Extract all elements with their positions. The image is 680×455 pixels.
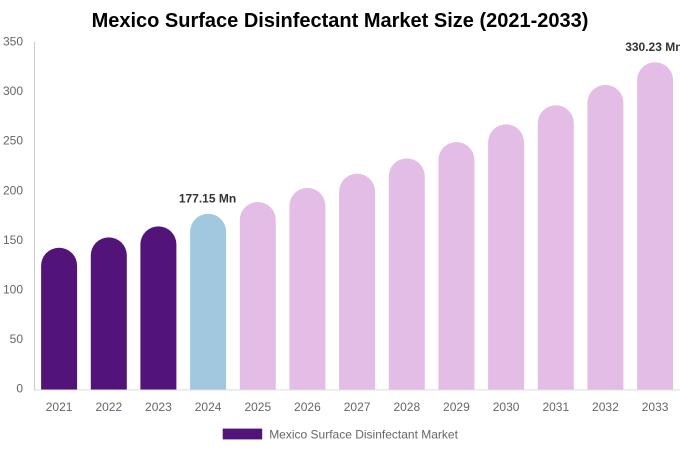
svg-text:2033: 2033: [642, 400, 669, 414]
svg-text:2022: 2022: [95, 400, 122, 414]
svg-text:2028: 2028: [393, 400, 420, 414]
svg-text:0: 0: [16, 382, 23, 396]
svg-text:2025: 2025: [244, 400, 271, 414]
svg-text:2031: 2031: [542, 400, 569, 414]
svg-text:200: 200: [3, 183, 23, 197]
svg-text:Mexico Surface Disinfectant Ma: Mexico Surface Disinfectant Market: [269, 427, 458, 441]
svg-text:2029: 2029: [443, 400, 470, 414]
svg-text:2023: 2023: [145, 400, 172, 414]
svg-text:330.23 Mn: 330.23 Mn: [625, 40, 680, 54]
svg-text:100: 100: [3, 283, 23, 297]
svg-text:2032: 2032: [592, 400, 619, 414]
svg-text:2026: 2026: [294, 400, 321, 414]
svg-text:150: 150: [3, 233, 23, 247]
svg-text:177.15 Mn: 177.15 Mn: [179, 192, 236, 206]
svg-text:2021: 2021: [46, 400, 73, 414]
svg-text:350: 350: [3, 35, 23, 49]
svg-text:250: 250: [3, 134, 23, 148]
svg-text:2030: 2030: [493, 400, 520, 414]
svg-text:50: 50: [10, 332, 24, 346]
svg-text:2024: 2024: [195, 400, 222, 414]
svg-text:Mexico Surface Disinfectant Ma: Mexico Surface Disinfectant Market Size …: [92, 10, 589, 32]
svg-text:300: 300: [3, 84, 23, 98]
svg-text:2027: 2027: [344, 400, 371, 414]
